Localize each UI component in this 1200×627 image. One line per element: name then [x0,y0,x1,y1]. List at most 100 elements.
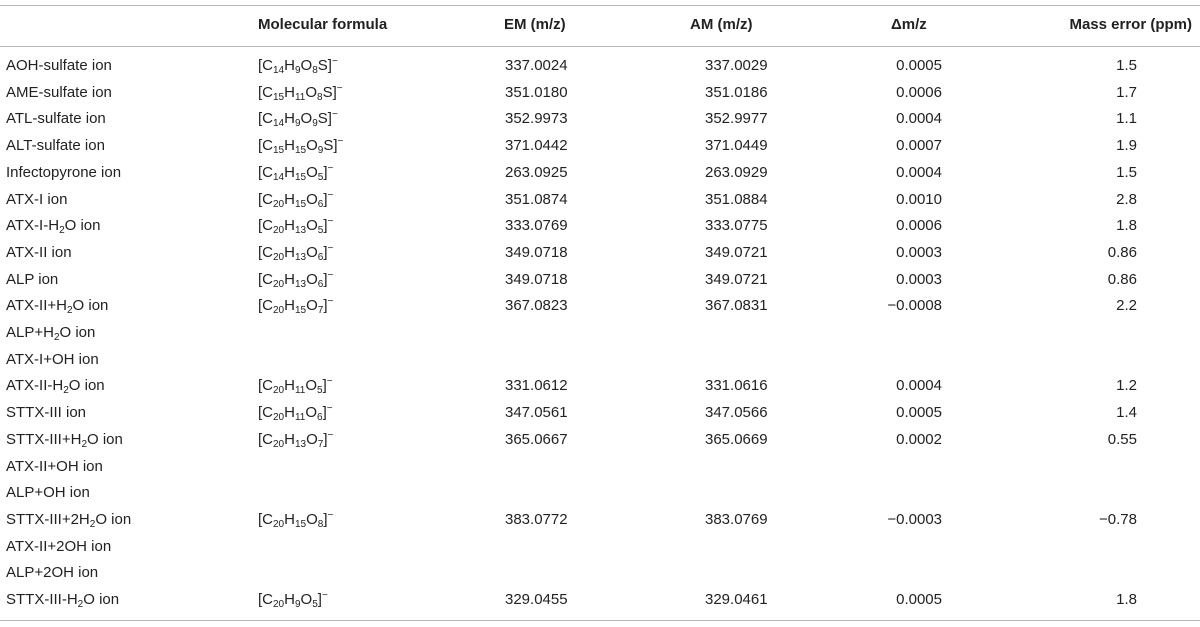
delta-mz-cell: −0.0008 [887,297,942,314]
delta-mz-cell: 0.0004 [896,377,942,394]
formula-cell: [C20H15O7]− [258,297,333,316]
formula-cell: [C20H15O8]− [258,511,333,530]
text-segment: 2 [53,332,60,343]
text-segment: ATX-II-H [6,377,64,394]
text-segment: O [300,591,313,608]
text-segment: 6 [317,279,324,290]
text-segment: 5 [317,385,323,396]
mass-error-cell: 0.55 [1107,431,1137,448]
text-segment: 13 [294,225,307,236]
mass-error-cell: 0.86 [1107,271,1137,288]
formula-cell: [C14H9O9S]− [258,110,338,129]
text-segment: − [337,136,344,147]
mass-error-cell: 1.9 [1116,137,1137,154]
delta-mz-cell: 0.0005 [896,591,942,608]
text-segment: 6 [317,199,324,210]
em-cell: 365.0667 [505,431,568,448]
text-segment: [C [258,57,273,74]
compound-cell: ATX-I+OH ion [6,351,99,368]
text-segment: ] [323,431,328,448]
header-em: EM (m/z) [504,16,566,33]
text-segment: 2 [77,599,84,610]
text-segment: [C [258,244,273,261]
text-segment: 14 [273,65,285,76]
text-segment: H [284,244,295,261]
text-segment: 15 [273,145,285,156]
text-segment: ] [323,164,328,181]
text-segment: 13 [294,252,307,263]
text-segment: [C [258,404,273,421]
text-segment: − [327,270,334,281]
text-segment: H [284,137,295,154]
text-segment: [C [258,511,273,528]
text-segment: 2 [66,305,73,316]
em-cell: 349.0718 [505,271,568,288]
delta-mz-cell: −0.0003 [887,511,942,528]
compound-cell: ATX-I-H2O ion [6,217,100,236]
text-segment: ] [317,591,322,608]
text-segment: H [284,164,295,181]
text-segment: 8 [312,65,318,76]
text-segment: 15 [294,172,307,183]
text-segment: 13 [294,279,307,290]
text-segment: [C [258,591,273,608]
text-segment: O ion [68,377,105,394]
em-cell: 383.0772 [505,511,568,528]
em-cell: 351.0874 [505,191,568,208]
mass-error-cell: 1.8 [1116,217,1137,234]
text-segment: [C [258,271,273,288]
mass-error-cell: 1.8 [1116,591,1137,608]
delta-mz-cell: 0.0002 [896,431,942,448]
text-segment: ] [322,404,327,421]
header-delta-mz: Δm/z [891,16,927,33]
text-segment: [C [258,377,273,394]
text-segment: ] [323,244,328,261]
text-segment: 20 [273,252,285,263]
text-segment: O [305,84,318,101]
text-segment: O [300,110,313,127]
formula-cell: [C20H11O6]− [258,403,333,423]
text-segment: 20 [273,519,285,530]
mass-error-cell: 1.5 [1116,57,1137,74]
compound-cell: ATX-II-H2O ion [6,377,105,396]
text-segment: 11 [294,412,306,423]
em-cell: 371.0442 [505,137,568,154]
text-segment: H [284,110,295,127]
am-cell: 263.0929 [705,164,768,181]
text-segment: H [284,591,295,608]
delta-mz-cell: 0.0003 [896,271,942,288]
text-segment: H [284,271,295,288]
am-cell: 351.0884 [705,191,768,208]
text-segment: H [284,511,295,528]
text-segment: − [326,376,333,387]
am-cell: 333.0775 [705,217,768,234]
am-cell: 365.0669 [705,431,768,448]
text-segment: O ion [87,431,123,448]
text-segment: − [326,403,333,414]
text-segment: 5 [317,225,324,236]
text-segment: O ion [83,591,120,608]
text-segment: − [327,190,334,201]
text-segment: O ion [59,324,96,341]
compound-cell: ATX-II+OH ion [6,458,103,475]
text-segment: [C [258,110,273,127]
text-segment: 15 [294,519,307,530]
text-segment: STTX-III+2H [6,511,90,528]
text-segment: 15 [294,199,307,210]
text-segment: O [306,164,318,181]
text-segment: 2 [59,225,65,236]
formula-cell: [C20H11O5]− [258,376,333,396]
header-rule [0,46,1200,47]
text-segment: O [306,244,318,261]
text-segment: 5 [317,172,324,183]
text-segment: 20 [273,305,285,316]
header-mass-error: Mass error (ppm) [1069,16,1192,33]
text-segment: 9 [317,145,324,156]
am-cell: 337.0029 [705,57,768,74]
formula-cell: [C14H15O5]− [258,164,333,183]
compound-cell: STTX-III+H2O ion [6,431,123,450]
text-segment: ] [322,377,327,394]
text-segment: H [284,217,295,234]
text-segment: 20 [273,385,285,396]
text-segment: 2 [63,385,69,396]
